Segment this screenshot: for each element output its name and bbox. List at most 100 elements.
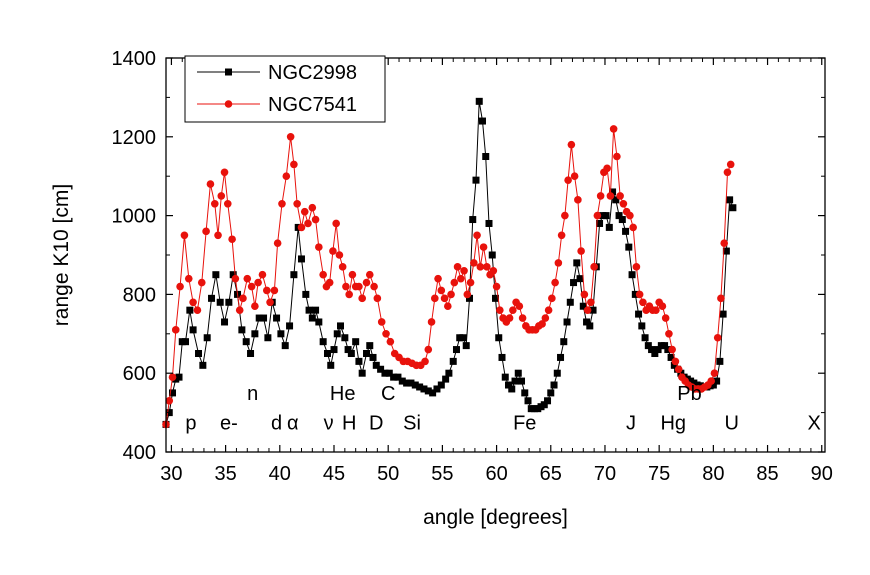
- data-point-ngc2998: [189, 326, 197, 334]
- data-point-ngc7541: [315, 243, 323, 251]
- data-point-ngc2998: [644, 342, 652, 350]
- data-point-ngc7541: [496, 306, 504, 314]
- y-tick-label-400: 400: [123, 442, 156, 464]
- data-point-ngc2998: [716, 357, 724, 365]
- data-point-ngc7541: [538, 320, 546, 328]
- data-point-ngc2998: [398, 377, 406, 385]
- y-axis-title: range K10 [cm]: [50, 184, 73, 326]
- data-point-ngc2998: [488, 251, 496, 259]
- data-point-ngc2998: [277, 330, 285, 338]
- annotation-label: ν: [324, 412, 334, 434]
- data-point-ngc2998: [242, 338, 250, 346]
- data-point-ngc2998: [286, 322, 294, 330]
- series-ngc2998: [162, 97, 737, 428]
- data-point-ngc7541: [609, 125, 618, 133]
- data-point-ngc2998: [212, 271, 220, 279]
- data-point-ngc7541: [466, 278, 475, 287]
- x-tick-label-30: 30: [160, 463, 182, 485]
- annotation-layer: p e-nd α ν He H CD Si Fe J Pb Hg U X: [185, 383, 820, 435]
- data-point-ngc2998: [478, 117, 486, 125]
- data-point-ngc7541: [176, 282, 184, 291]
- data-point-ngc7541: [639, 298, 647, 307]
- data-point-ngc7541: [358, 294, 366, 303]
- data-point-ngc2998: [255, 314, 263, 322]
- data-point-ngc7541: [382, 330, 390, 338]
- data-point-ngc7541: [239, 294, 247, 303]
- data-point-ngc2998: [492, 294, 499, 302]
- data-point-ngc2998: [369, 353, 377, 361]
- data-point-ngc2998: [631, 290, 639, 298]
- data-point-ngc7541: [338, 263, 347, 271]
- x-tick-label-35: 35: [214, 463, 236, 485]
- data-point-ngc2998: [169, 389, 177, 397]
- data-point-ngc7541: [616, 192, 624, 200]
- data-point-ngc2998: [281, 342, 289, 350]
- data-point-ngc7541: [325, 278, 334, 287]
- data-point-ngc7541: [370, 282, 378, 291]
- data-point-ngc2998: [511, 377, 519, 385]
- data-point-ngc2998: [229, 271, 237, 279]
- annotation-label: X: [807, 412, 820, 434]
- data-point-ngc7541: [635, 290, 644, 299]
- x-tick-label-55: 55: [431, 463, 453, 485]
- data-point-ngc7541: [293, 199, 301, 208]
- annotation-label: H: [342, 412, 356, 434]
- legend-label-ngc2998: NGC2998: [268, 62, 357, 84]
- annotation-label: n: [247, 383, 258, 405]
- annotation-label: Si: [403, 412, 421, 434]
- data-point-ngc7541: [570, 172, 579, 180]
- data-point-ngc2998: [641, 334, 649, 342]
- data-point-ngc7541: [228, 235, 236, 244]
- data-point-ngc7541: [723, 168, 732, 177]
- data-point-ngc2998: [355, 357, 363, 365]
- data-point-ngc7541: [348, 270, 357, 279]
- data-point-ngc2998: [302, 290, 310, 298]
- data-point-ngc7541: [671, 357, 680, 366]
- data-point-ngc7541: [593, 211, 602, 220]
- y-tick-label-600: 600: [123, 363, 156, 385]
- data-point-ngc7541: [658, 302, 667, 311]
- annotation-label: U: [725, 412, 739, 434]
- data-point-ngc7541: [720, 239, 728, 247]
- data-point-ngc7541: [489, 266, 498, 275]
- data-point-ngc2998: [445, 369, 453, 377]
- data-point-ngc2998: [424, 387, 432, 395]
- data-point-ngc7541: [590, 263, 598, 271]
- data-point-ngc2998: [560, 338, 568, 346]
- data-point-ngc2998: [596, 219, 604, 227]
- data-point-ngc2998: [186, 306, 194, 314]
- data-point-ngc7541: [505, 314, 514, 322]
- data-point-ngc2998: [485, 219, 493, 227]
- data-point-ngc2998: [605, 223, 613, 231]
- data-point-ngc7541: [362, 278, 371, 287]
- data-point-ngc2998: [618, 216, 626, 224]
- data-point-ngc7541: [518, 314, 527, 322]
- data-point-ngc7541: [171, 326, 180, 334]
- data-point-ngc7541: [460, 266, 468, 275]
- data-point-ngc7541: [335, 251, 344, 259]
- annotation-label: d: [271, 412, 282, 434]
- data-point-ngc7541: [567, 140, 576, 149]
- data-point-ngc2998: [358, 369, 366, 377]
- annotation-label: p: [185, 412, 196, 434]
- data-point-ngc2998: [323, 350, 331, 357]
- data-point-ngc7541: [557, 231, 566, 240]
- data-point-ngc2998: [553, 369, 561, 377]
- data-point-ngc2998: [429, 389, 437, 397]
- data-point-ngc7541: [214, 231, 222, 240]
- data-point-ngc2998: [297, 255, 305, 263]
- data-point-ngc2998: [521, 389, 529, 397]
- data-point-ngc7541: [613, 152, 621, 161]
- annotation-label: J: [626, 412, 636, 434]
- data-point-ngc7541: [365, 270, 374, 279]
- data-point-ngc7541: [355, 282, 363, 291]
- data-point-ngc2998: [498, 353, 506, 361]
- data-point-ngc2998: [475, 97, 483, 105]
- data-point-ngc2998: [544, 397, 552, 405]
- data-point-ngc7541: [217, 192, 226, 200]
- data-point-ngc2998: [586, 322, 594, 330]
- data-point-ngc7541: [447, 290, 455, 299]
- legend-marker-ngc2998: [225, 68, 232, 76]
- data-point-ngc7541: [286, 133, 295, 141]
- x-tick-label-40: 40: [269, 463, 291, 485]
